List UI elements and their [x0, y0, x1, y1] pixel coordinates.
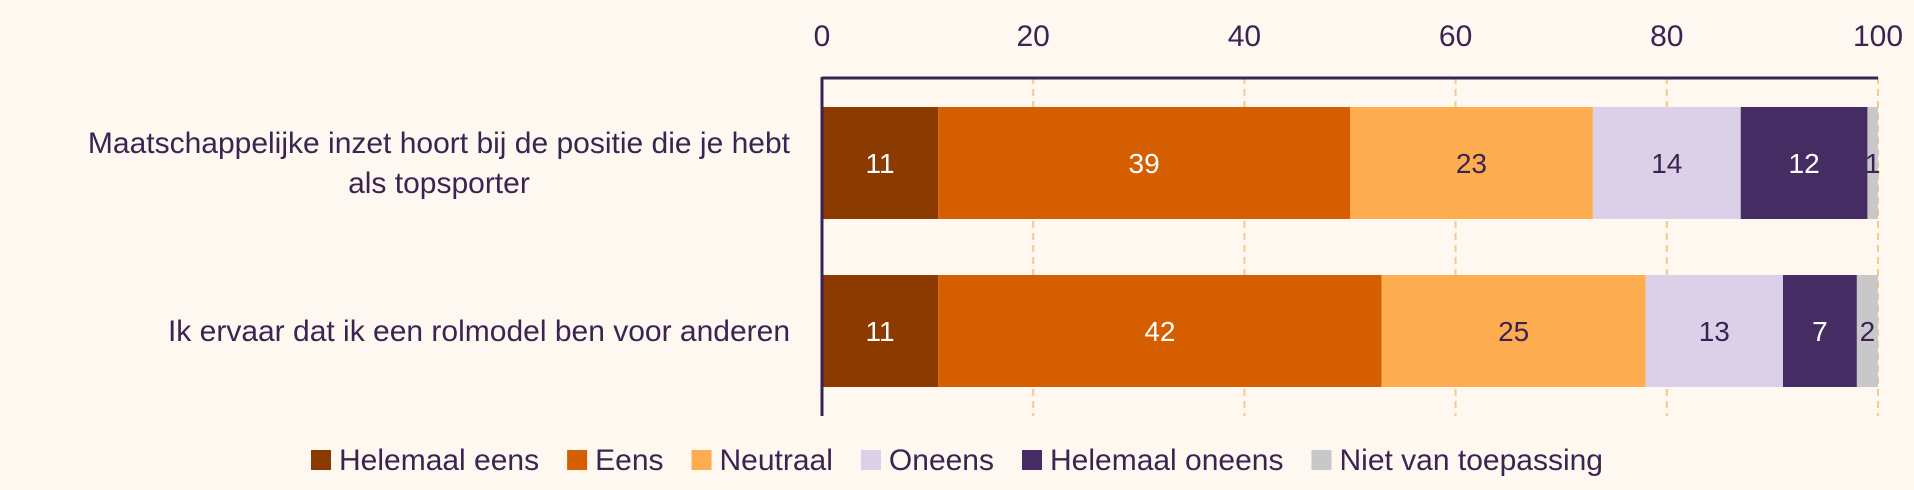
category-label: Maatschappelijke inzet hoort bij de posi…: [88, 127, 791, 200]
data-label: 11: [866, 148, 895, 179]
bar-segment: [938, 275, 1382, 387]
data-label: 1: [1865, 148, 1881, 179]
legend-swatch: [1022, 450, 1043, 470]
category-label-line: als topsporter: [348, 167, 530, 200]
category-label-line: Ik ervaar dat ik een rolmodel ben voor a…: [168, 315, 790, 348]
bar-segment: [822, 275, 939, 387]
data-label: 42: [1144, 316, 1175, 347]
x-tick-label: 60: [1439, 20, 1472, 53]
bar-segment: [1782, 275, 1857, 387]
data-label: 23: [1456, 148, 1487, 179]
x-tick-label: 100: [1853, 20, 1903, 53]
data-label: 11: [866, 316, 895, 347]
data-label: 7: [1812, 316, 1828, 347]
data-label: 14: [1651, 148, 1682, 179]
bar-segment: [1381, 275, 1646, 387]
legend-swatch: [691, 450, 712, 470]
legend-swatch: [1311, 450, 1332, 470]
legend-label: Neutraal: [720, 444, 833, 477]
legend-label: Helemaal eens: [339, 444, 539, 477]
bar-segment: [1645, 275, 1783, 387]
data-label: 13: [1699, 316, 1730, 347]
x-tick-label: 0: [814, 20, 831, 53]
x-tick-label: 80: [1650, 20, 1683, 53]
bar-segment: [822, 107, 939, 219]
data-label: 12: [1789, 148, 1820, 179]
legend-label: Eens: [595, 444, 663, 477]
bar-segment: [1592, 107, 1741, 219]
legend-swatch: [567, 450, 588, 470]
legend-label: Helemaal oneens: [1050, 444, 1283, 477]
legend-label: Niet van toepassing: [1339, 444, 1603, 477]
bar-segment: [938, 107, 1350, 219]
category-label-line: Maatschappelijke inzet hoort bij de posi…: [88, 127, 791, 160]
bar-segment: [1350, 107, 1593, 219]
x-tick-label: 40: [1228, 20, 1261, 53]
legend-swatch: [311, 450, 332, 470]
category-label: Ik ervaar dat ik een rolmodel ben voor a…: [168, 315, 790, 348]
legend-label: Oneens: [889, 444, 994, 477]
data-label: 39: [1129, 148, 1160, 179]
bar-segment: [1867, 107, 1878, 219]
data-label: 2: [1860, 316, 1876, 347]
data-label: 25: [1498, 316, 1529, 347]
bar-segment: [1856, 275, 1878, 387]
x-tick-label: 20: [1017, 20, 1050, 53]
legend-swatch: [860, 450, 881, 470]
bar-segment: [1740, 107, 1868, 219]
